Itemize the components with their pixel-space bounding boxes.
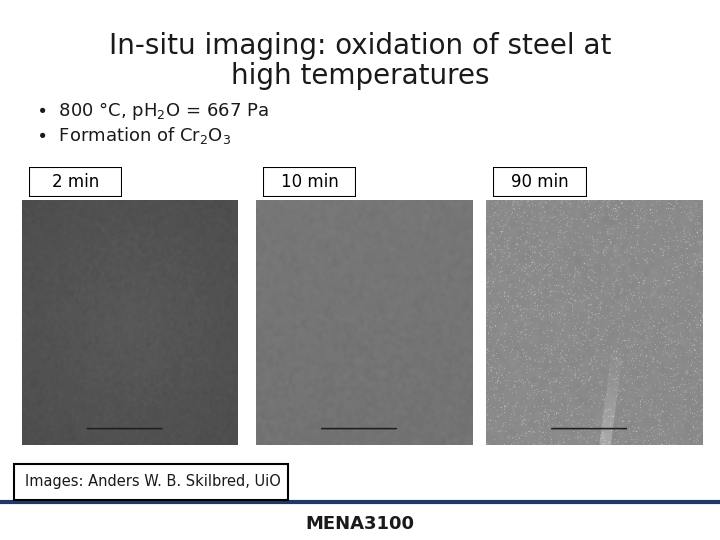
Bar bbox=[14, 464, 288, 500]
Text: 2 min: 2 min bbox=[52, 173, 99, 191]
Text: $\bullet$  Formation of Cr$_2$O$_3$: $\bullet$ Formation of Cr$_2$O$_3$ bbox=[36, 125, 231, 145]
Text: In-situ imaging: oxidation of steel at: In-situ imaging: oxidation of steel at bbox=[109, 32, 611, 60]
Text: $\bullet$  800 °C, pH$_2$O = 667 Pa: $\bullet$ 800 °C, pH$_2$O = 667 Pa bbox=[36, 100, 269, 122]
Text: Images: Anders W. B. Skilbred, UiO: Images: Anders W. B. Skilbred, UiO bbox=[25, 475, 281, 489]
Text: 10 min: 10 min bbox=[281, 173, 338, 191]
Text: 90 min: 90 min bbox=[511, 173, 569, 191]
Text: high temperatures: high temperatures bbox=[230, 62, 490, 90]
Text: MENA3100: MENA3100 bbox=[305, 515, 415, 533]
